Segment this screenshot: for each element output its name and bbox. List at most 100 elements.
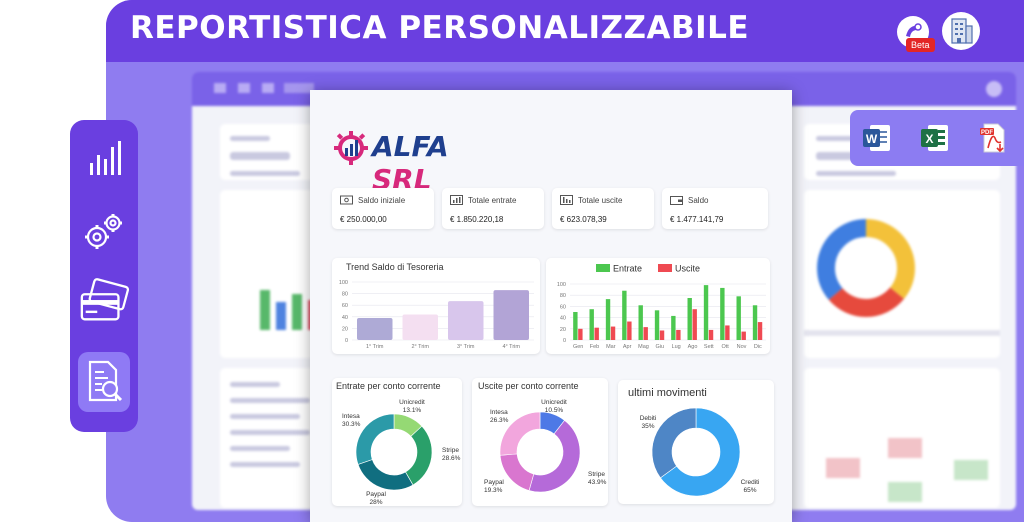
donut-slice (659, 407, 741, 497)
summary-label: Saldo (688, 196, 709, 205)
y-tick-label: 60 (342, 303, 348, 309)
y-tick-label: 40 (342, 315, 348, 321)
x-tick-label: Dic (754, 344, 762, 350)
svg-text:W: W (866, 132, 878, 146)
export-excel-button[interactable]: X (920, 122, 950, 154)
donut-slice (499, 411, 541, 456)
entrate-bar (589, 309, 594, 340)
excel-icon: X (921, 125, 948, 151)
slice-name: Paypal (366, 491, 386, 498)
entrate-conto-title: Entrate per conto corrente (336, 381, 441, 391)
export-pdf-button[interactable]: PDF (978, 122, 1008, 154)
slice-percent: 43.9% (588, 479, 607, 486)
uscite-bar (741, 331, 746, 340)
x-tick-label: 1° Trim (366, 344, 384, 350)
uscite-bar (610, 326, 616, 340)
legend-label: Uscite (675, 264, 700, 274)
y-tick-label: 20 (342, 326, 348, 332)
company-button[interactable] (942, 12, 980, 50)
uscite-bar (594, 327, 599, 340)
x-tick-label: Nov (737, 344, 747, 350)
sidebar-item-cards[interactable] (78, 272, 130, 330)
uscite-bar (627, 321, 632, 340)
entrate-bar (736, 296, 741, 340)
summary-card-saldo: Saldo € 1.477.141,79 (662, 188, 768, 229)
uscite-bar (725, 325, 730, 340)
slice-percent: 28% (369, 499, 382, 506)
entrate-bar (573, 312, 578, 340)
ultimi-movimenti-title: ultimi movimenti (628, 387, 707, 399)
export-word-button[interactable]: W (862, 122, 892, 154)
slice-name: Crediti (741, 479, 760, 486)
x-tick-label: Gen (573, 344, 583, 350)
building-icon (951, 18, 973, 44)
entrate-bar (622, 290, 627, 340)
summary-card-totale-uscite: Totale uscite € 623.078,39 (552, 188, 654, 229)
company-logo: ALFA SRL (332, 128, 502, 196)
summary-label: Totale entrate (468, 196, 517, 205)
summary-card-totale-entrate: Totale entrate € 1.850.220,18 (442, 188, 544, 229)
y-tick-label: 100 (339, 280, 348, 286)
report-document: ALFA SRL Saldo iniziale € 250.000,00 Tot… (310, 90, 792, 522)
uscite-bar (643, 327, 648, 340)
trend-chart-title: Trend Saldo di Tesoreria (346, 262, 444, 272)
ultimi-movimenti-card: ultimi movimenti Crediti 65% Debiti 35% (618, 380, 774, 504)
x-tick-label: Ott (721, 344, 729, 350)
sidebar-item-settings[interactable] (78, 202, 130, 260)
report-search-icon (88, 360, 123, 402)
wallet-icon (670, 196, 683, 205)
sidebar-item-reports[interactable] (78, 352, 130, 412)
summary-value: € 1.850.220,18 (450, 215, 504, 224)
slice-name: Unicredit (541, 399, 567, 406)
x-tick-label: Sett (704, 344, 714, 350)
entrate-uscite-chart-card: Entrate Uscite 100 80 60 40 20 0 Gen Feb Mar Apr Mag… (546, 258, 770, 354)
x-tick-label: Mar (606, 344, 616, 350)
beta-feature-button[interactable]: Beta (897, 14, 937, 54)
slice-name: Intesa (490, 409, 508, 416)
chart-up-icon (450, 195, 463, 205)
y-tick-label: 0 (345, 338, 348, 344)
trend-chart-card: Trend Saldo di Tesoreria 100 80 60 40 20 0 1° … (332, 258, 540, 354)
left-sidebar (70, 120, 138, 432)
y-tick-label: 20 (560, 327, 566, 333)
donut-slice (651, 407, 697, 479)
x-tick-label: Giu (656, 344, 665, 350)
x-tick-label: Feb (590, 344, 599, 350)
trend-bar (493, 290, 529, 340)
word-icon: W (863, 125, 890, 151)
cards-icon (80, 278, 130, 321)
x-tick-label: Apr (623, 344, 632, 350)
trend-bar (357, 317, 393, 340)
entrate-bar (687, 298, 692, 340)
slice-name: Intesa (342, 413, 360, 420)
beta-badge: Beta (906, 38, 935, 52)
svg-text:X: X (925, 132, 933, 146)
uscite-bar (578, 328, 583, 340)
sidebar-item-analytics[interactable] (78, 128, 130, 186)
entrate-bar (605, 299, 611, 340)
y-tick-label: 100 (557, 282, 566, 288)
legend-swatch (596, 264, 610, 272)
trend-bar (448, 301, 484, 340)
svg-text:PDF: PDF (981, 130, 993, 136)
legend-swatch (658, 264, 672, 272)
x-tick-label: Mag (638, 344, 649, 350)
pdf-icon: PDF (980, 123, 1005, 153)
summary-card-saldo-iniziale: Saldo iniziale € 250.000,00 (332, 188, 434, 229)
uscite-bar (676, 329, 681, 340)
x-tick-label: Ago (688, 344, 698, 350)
y-tick-label: 60 (560, 304, 566, 310)
uscite-bar (692, 309, 697, 340)
uscite-conto-title: Uscite per conto corrente (478, 381, 579, 391)
y-tick-label: 80 (560, 293, 566, 299)
slice-percent: 35% (641, 423, 654, 430)
company-name-first: ALFA (372, 130, 449, 163)
summary-value: € 623.078,39 (560, 215, 607, 224)
entrate-bar (720, 287, 725, 340)
x-tick-label: Lug (672, 344, 681, 350)
banner (106, 0, 1024, 62)
